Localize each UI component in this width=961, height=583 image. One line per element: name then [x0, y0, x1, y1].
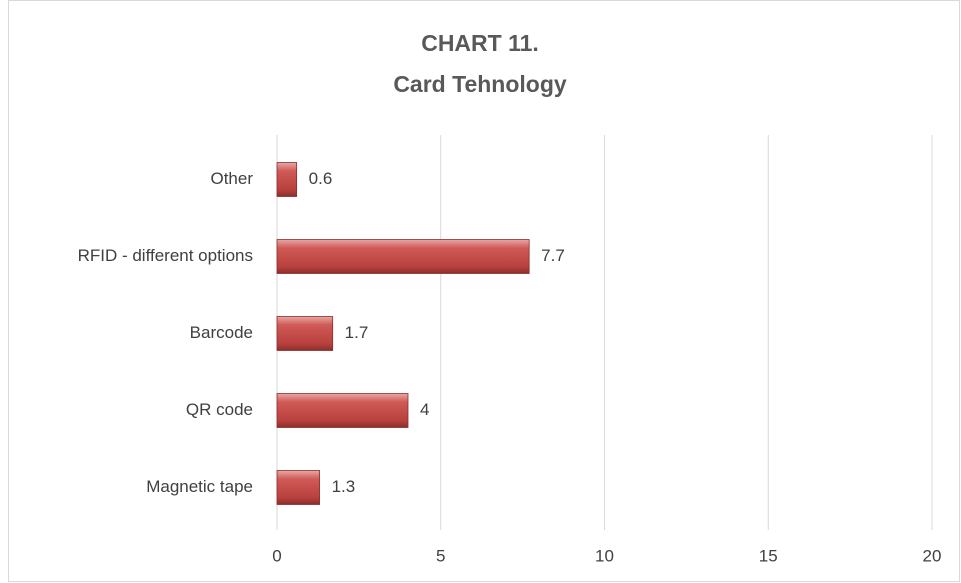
- x-tick-label: 20: [923, 546, 942, 565]
- x-tick-label: 5: [436, 546, 445, 565]
- y-tick-label: Barcode: [190, 323, 253, 342]
- x-tick-label: 0: [272, 546, 281, 565]
- chart-title: CHART 11.: [421, 30, 539, 56]
- y-tick-label: Other: [210, 169, 253, 188]
- data-label: 4: [420, 400, 429, 419]
- bar: [276, 393, 409, 428]
- data-label: 7.7: [541, 246, 565, 265]
- bar: [276, 316, 334, 351]
- y-tick-label: Magnetic tape: [146, 477, 253, 496]
- x-tick-label: 15: [759, 546, 778, 565]
- x-tick-label: 10: [595, 546, 614, 565]
- bar: [276, 162, 298, 197]
- data-label: 1.3: [332, 477, 356, 496]
- data-label: 1.7: [345, 323, 369, 342]
- y-tick-label: RFID - different options: [78, 246, 253, 265]
- data-label: 0.6: [309, 169, 333, 188]
- chart-title: Card Tehnology: [393, 71, 567, 97]
- bar: [276, 239, 530, 274]
- y-tick-label: QR code: [186, 400, 253, 419]
- bar: [276, 470, 320, 505]
- chart-border: [8, 0, 960, 582]
